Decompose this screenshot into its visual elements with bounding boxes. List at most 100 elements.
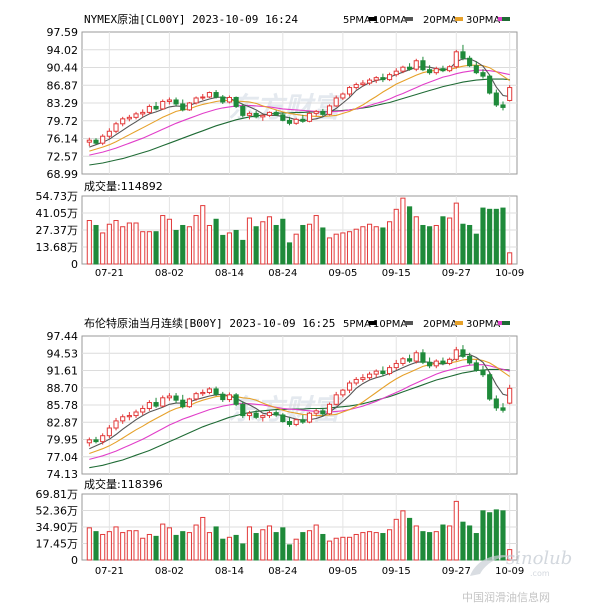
candle-body	[440, 360, 446, 364]
x-tick-label: 08-24	[268, 268, 297, 279]
volume-bar	[246, 217, 253, 265]
candle-body	[126, 116, 132, 120]
candle-body	[500, 407, 506, 411]
volume-bar	[360, 226, 366, 265]
volume-bar	[100, 232, 106, 265]
volume-bar	[240, 543, 246, 561]
candle-body	[340, 389, 346, 396]
volume-bar	[213, 218, 219, 265]
candle-body	[360, 82, 366, 86]
candle-body	[253, 412, 259, 418]
price-tick-label: 83.29	[47, 97, 79, 110]
legend-swatch	[368, 17, 377, 21]
candle-body	[266, 412, 273, 417]
volume-bar	[380, 533, 386, 561]
candle-body	[173, 395, 179, 401]
volume-bar	[453, 202, 459, 265]
price-tick-label: 76.14	[47, 133, 79, 146]
volume-bar	[487, 208, 493, 265]
price-tick-label: 94.02	[47, 44, 79, 57]
x-tick-label: 09-05	[328, 268, 357, 279]
volume-bar	[366, 531, 373, 561]
ma30-line	[89, 368, 510, 469]
volume-tick-label: 52.36万	[36, 505, 79, 518]
candle-body	[413, 352, 419, 362]
price-tick-label: 86.87	[47, 79, 79, 92]
volume-bar	[373, 532, 379, 561]
candle-body	[166, 99, 172, 102]
volume-bar	[226, 536, 233, 561]
volume-bar	[186, 532, 192, 561]
price-tick-label: 91.61	[47, 365, 79, 378]
price-tick-label: 94.53	[47, 347, 79, 360]
legend-label: 20PMA	[423, 319, 457, 330]
volume-tick-label: 54.73万	[36, 190, 79, 203]
legend-swatch	[405, 321, 413, 325]
volume-bar	[480, 510, 486, 561]
ma20-line	[89, 364, 510, 460]
candle-body	[387, 74, 393, 81]
volume-bar	[447, 525, 453, 561]
volume-bar	[193, 215, 199, 265]
candle-body	[266, 111, 273, 116]
candle-body	[286, 119, 293, 124]
candle-body	[380, 370, 386, 375]
volume-bar	[180, 224, 186, 265]
volume-bar	[233, 229, 239, 265]
candle-body	[293, 118, 299, 124]
volume-label: 成交量:118396	[84, 477, 163, 491]
candle-body	[467, 355, 473, 364]
volume-tick-label: 41.05万	[36, 207, 79, 220]
candle-body	[126, 415, 132, 418]
x-tick-label: 10-09	[495, 566, 524, 577]
volume-bar	[480, 207, 486, 265]
volume-bar	[113, 220, 119, 265]
candle-body	[433, 68, 439, 74]
legend-swatch	[368, 321, 377, 325]
candle-body	[106, 130, 112, 137]
volume-bar	[400, 510, 406, 561]
volume-bar	[246, 526, 253, 561]
candle-body	[200, 391, 206, 395]
volume-bar	[173, 534, 179, 561]
volume-bar	[266, 216, 273, 265]
candle-body	[280, 414, 286, 422]
volume-tick-label: 34.90万	[36, 521, 79, 534]
candle-body	[346, 87, 353, 95]
volume-bar	[106, 531, 112, 561]
volume-bar	[360, 532, 366, 561]
legend-label: 10PMA	[373, 319, 407, 330]
candle-body	[427, 69, 433, 74]
volume-bar	[346, 536, 353, 561]
candle-body	[340, 93, 346, 99]
volume-bar	[186, 226, 192, 265]
candle-body	[447, 358, 453, 364]
legend-swatch	[455, 17, 463, 21]
volume-bar	[280, 527, 286, 561]
volume-bar	[493, 208, 499, 265]
volume-bar	[353, 228, 359, 265]
volume-bar	[387, 221, 393, 265]
candle-body	[413, 60, 419, 70]
price-tick-label: 85.78	[47, 399, 79, 412]
candle-body	[366, 79, 373, 84]
candle-body	[206, 388, 212, 393]
price-tick-label: 74.13	[47, 468, 79, 481]
candle-body	[100, 135, 106, 144]
candle-body	[180, 399, 186, 408]
volume-bar	[86, 220, 92, 265]
volume-label: 成交量:114892	[84, 179, 163, 193]
volume-bar	[340, 232, 346, 265]
x-tick-label: 09-27	[442, 268, 471, 279]
volume-bar	[140, 537, 146, 561]
candle-body	[286, 420, 293, 425]
candle-body	[393, 70, 399, 76]
candle-body	[447, 66, 453, 72]
volume-bar	[146, 231, 152, 265]
candle-body	[180, 103, 186, 111]
volume-bar	[293, 538, 299, 561]
candle-body	[346, 382, 353, 391]
volume-bar	[413, 216, 419, 265]
volume-bar	[153, 231, 159, 265]
volume-bar	[273, 532, 279, 561]
